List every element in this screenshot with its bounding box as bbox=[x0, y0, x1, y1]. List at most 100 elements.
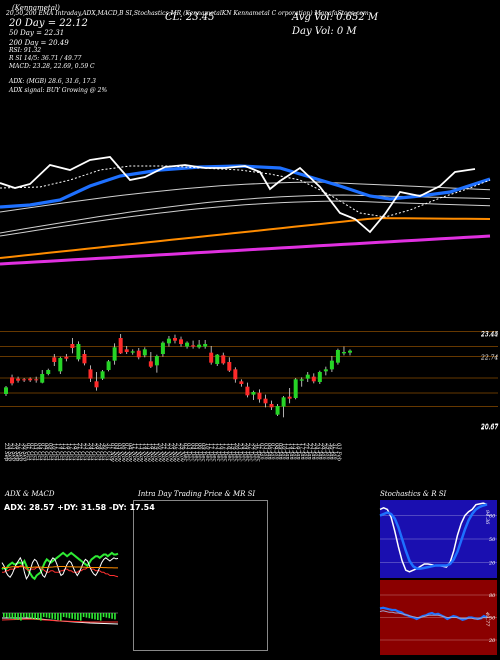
date-tick-label: 24 Sep bbox=[7, 442, 13, 462]
rsi-stat: RSI: 91.32 bbox=[9, 47, 42, 54]
date-tick-label: 11 Oct bbox=[54, 443, 60, 461]
date-tick-label: 10 Dec bbox=[204, 443, 210, 461]
date-tick-label: 14 Oct bbox=[58, 443, 64, 461]
date-tick-label: 07 Nov bbox=[124, 443, 130, 462]
candle-body bbox=[203, 344, 208, 347]
macd-histogram-bar bbox=[14, 613, 16, 620]
adx-series-adx bbox=[1, 556, 119, 580]
macd-histogram-bar bbox=[17, 613, 19, 620]
date-tick-label: 29 Nov bbox=[178, 442, 184, 462]
date-tick-label: 27 Sep bbox=[18, 442, 24, 462]
macd-histogram-bar bbox=[31, 613, 34, 619]
date-tick-label: 07 Jan bbox=[270, 443, 276, 460]
adx-line: ADX: (MGB) 28.6, 31.6, 17.3 bbox=[9, 78, 96, 85]
macd-histogram-bar bbox=[102, 613, 105, 617]
macd-histogram-bar bbox=[97, 613, 99, 620]
date-tick-label: 22 Nov bbox=[164, 442, 170, 462]
close-label: CL: 23.45 bbox=[165, 12, 215, 23]
day-vol-label: Day Vol: 0 M bbox=[292, 26, 357, 37]
macd-histogram-bar bbox=[85, 613, 88, 618]
date-tick-label: 04 Oct bbox=[36, 443, 42, 461]
candle-body bbox=[299, 379, 304, 381]
date-tick-label: 31 Dec bbox=[255, 443, 261, 461]
legend-200day: 200 Day = 20.49 bbox=[9, 39, 69, 47]
candle-body bbox=[94, 381, 99, 388]
date-tick-label: 30 Oct bbox=[102, 443, 108, 461]
macd-histogram-bar bbox=[94, 613, 96, 620]
date-tick-label: 17 Oct bbox=[69, 443, 75, 461]
date-tick-label: 22 Oct bbox=[80, 442, 86, 461]
macd-histogram-bar bbox=[91, 613, 93, 619]
date-tick-label: 25 Sep bbox=[10, 442, 16, 462]
macd-histogram-bar bbox=[34, 613, 36, 620]
macd-histogram-bar bbox=[99, 613, 102, 621]
stoch-value-label: 94.36 bbox=[484, 510, 490, 525]
candle-body bbox=[148, 361, 153, 367]
date-tick-label: 06 Jan bbox=[266, 443, 272, 460]
candle-body bbox=[251, 392, 256, 395]
date-tick-label: 20 Nov bbox=[156, 442, 162, 462]
macd-histogram-bar bbox=[54, 613, 56, 620]
date-tick-label: 30 Dec bbox=[251, 443, 257, 461]
macd-stat: MACD: 23.28, 22.69, 0.59 C bbox=[9, 63, 95, 70]
date-tick-label: 11 Nov bbox=[131, 443, 137, 462]
price-axis-label: 22.74 bbox=[480, 355, 498, 362]
macd-histogram-bar bbox=[74, 613, 76, 620]
candle-body bbox=[118, 338, 123, 354]
date-tick-label: 21 Nov bbox=[160, 442, 166, 462]
date-tick-label: 24 Dec bbox=[240, 442, 246, 461]
candle-body bbox=[160, 342, 165, 354]
macd-histogram-bar bbox=[3, 613, 5, 617]
date-tick-label: 23 Sep bbox=[3, 442, 9, 462]
candle-body bbox=[28, 378, 33, 381]
date-tick-label: 05 Nov bbox=[116, 443, 122, 462]
macd-histogram-bar bbox=[5, 613, 8, 618]
macd-histogram-bar bbox=[62, 613, 65, 617]
date-tick-label: 08 Oct bbox=[43, 443, 49, 461]
date-tick-label: 26 Nov bbox=[171, 442, 177, 462]
date-tick-label: 02 Oct bbox=[29, 443, 35, 461]
date-tick-label: 03 Feb bbox=[335, 443, 341, 461]
date-tick-label: 09 Jan bbox=[277, 443, 283, 460]
ma-20-dotted-line bbox=[0, 165, 491, 218]
intraday-panel-title: Intra Day Trading Price & MR SI bbox=[138, 490, 256, 498]
candle-body bbox=[275, 406, 280, 415]
ma-lines-panel bbox=[0, 156, 491, 266]
price-axis-label: 23.45 bbox=[480, 331, 498, 338]
date-tick-label: 21 Oct bbox=[76, 442, 82, 461]
candle-body bbox=[112, 347, 117, 361]
date-tick-label: 02 Jan bbox=[259, 443, 265, 460]
candle-body bbox=[239, 381, 244, 384]
date-tick-label: 12 Dec bbox=[211, 443, 217, 461]
date-tick-label: 16 Dec bbox=[219, 443, 225, 461]
candle-body bbox=[215, 354, 220, 364]
date-tick-label: 23 Dec bbox=[237, 442, 243, 461]
legend-50day: 50 Day = 22.31 bbox=[9, 29, 65, 37]
date-tick-label: 01 Oct bbox=[25, 443, 31, 461]
macd-histogram-bar bbox=[57, 613, 59, 620]
date-tick-label: 30 Sep bbox=[21, 443, 27, 462]
date-tick-label: 26 Dec bbox=[244, 442, 250, 461]
date-tick-label: 05 Dec bbox=[193, 443, 199, 461]
candle-body bbox=[287, 396, 292, 399]
ma-orange-line bbox=[0, 217, 491, 259]
date-tick-label: 17 Jan bbox=[299, 443, 305, 460]
candle-body bbox=[136, 350, 141, 358]
candle-body bbox=[34, 379, 39, 381]
stoch-level-label: 20 bbox=[488, 560, 496, 566]
ma-band-lower bbox=[0, 200, 491, 237]
candle-body bbox=[70, 344, 75, 348]
legend-20day: 20 Day = 22.12 bbox=[9, 18, 88, 29]
candle-body bbox=[22, 379, 27, 381]
candle-body bbox=[221, 355, 226, 364]
candle-body bbox=[263, 398, 268, 404]
macd-histogram-bar bbox=[79, 613, 82, 621]
date-tick-label: 24 Jan bbox=[313, 442, 319, 460]
macd-histogram-bar bbox=[105, 613, 108, 618]
intraday-frame bbox=[133, 500, 268, 651]
adx-panel-title: ADX & MACD bbox=[5, 490, 55, 498]
date-tick-label: 27 Nov bbox=[175, 442, 181, 462]
date-tick-label: 13 Nov bbox=[138, 443, 144, 462]
date-tick-label: 23 Oct bbox=[83, 442, 89, 461]
price-axis-label: 20.67 bbox=[480, 424, 498, 431]
